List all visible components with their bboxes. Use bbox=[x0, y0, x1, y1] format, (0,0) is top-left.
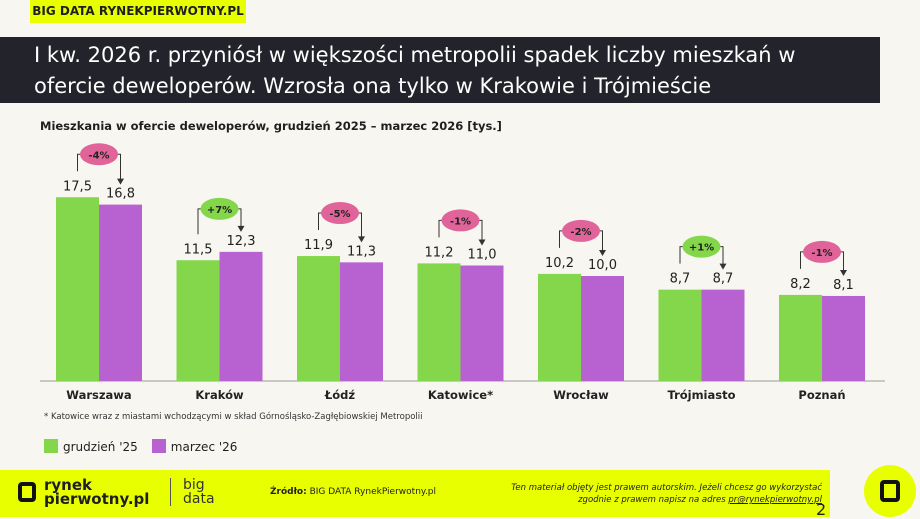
change-badge bbox=[562, 219, 600, 242]
change-badge bbox=[321, 202, 359, 225]
change-badge bbox=[80, 143, 118, 166]
value-label: 12,3 bbox=[227, 234, 256, 249]
bar-dec bbox=[176, 260, 220, 381]
bar-dec bbox=[538, 273, 581, 381]
logo-circle-icon bbox=[864, 465, 916, 517]
bar-mar bbox=[822, 295, 865, 381]
bar-mar bbox=[219, 251, 263, 381]
email-link[interactable]: pr@rynekpierwotny.pl bbox=[728, 495, 822, 505]
category-label: Katowice* bbox=[428, 388, 493, 402]
change-badge bbox=[803, 240, 841, 263]
value-label: 11,0 bbox=[468, 248, 497, 263]
change-label: +7% bbox=[207, 205, 232, 216]
title-line-2: ofercie deweloperów. Wzrosła ona tylko w… bbox=[34, 74, 712, 98]
value-label: 8,2 bbox=[790, 277, 811, 292]
category-label: Kraków bbox=[195, 388, 244, 402]
category-label: Poznań bbox=[798, 388, 845, 402]
page-number: 2 bbox=[816, 500, 827, 519]
bar-dec bbox=[297, 256, 340, 381]
legend-item-mar: marzec '26 bbox=[151, 439, 237, 454]
footer: rynek pierwotny.pl big data Źródło: BIG DA… bbox=[0, 470, 830, 517]
category-label: Trójmiasto bbox=[667, 388, 735, 402]
page-title: I kw. 2026 r. przyniósł w większości met… bbox=[0, 37, 880, 103]
value-label: 8,7 bbox=[670, 272, 691, 287]
brand-tag: BIG DATA RYNEKPIERWOTNY.PL bbox=[30, 0, 246, 23]
change-badge bbox=[200, 197, 239, 220]
change-label: -5% bbox=[329, 209, 350, 220]
arrow-down-icon bbox=[719, 263, 727, 270]
bar-mar bbox=[340, 262, 383, 381]
arrow-down-icon bbox=[840, 269, 847, 276]
bigdata-logo: big data bbox=[170, 478, 215, 506]
title-line-1: I kw. 2026 r. przyniósł w większości met… bbox=[34, 43, 796, 67]
value-label: 17,5 bbox=[63, 179, 92, 194]
bar-mar bbox=[701, 289, 745, 381]
legend-item-dec: grudzień '25 bbox=[44, 439, 138, 454]
value-label: 8,1 bbox=[833, 278, 854, 293]
category-label: Warszawa bbox=[66, 388, 131, 402]
change-label: +1% bbox=[689, 243, 714, 254]
bar-dec bbox=[658, 289, 702, 381]
value-label: 16,8 bbox=[106, 187, 135, 202]
bar-chart: 17,5 16,8 Warszawa -4% 11,5 12,3 Kraków +7% 11,9… bbox=[40, 143, 885, 402]
arrow-down-icon bbox=[117, 178, 124, 185]
bar-mar bbox=[99, 204, 142, 381]
value-label: 10,0 bbox=[588, 258, 617, 273]
source: Źródło: BIG DATA RynekPierwotny.pl bbox=[270, 487, 437, 497]
category-label: Wrocław bbox=[553, 388, 609, 402]
arrow-down-icon bbox=[599, 250, 606, 256]
value-label: 10,2 bbox=[545, 256, 574, 271]
change-badge bbox=[682, 235, 721, 258]
chart-title: Mieszkania w ofercie deweloperów, grudzi… bbox=[40, 119, 502, 133]
value-label: 8,7 bbox=[713, 272, 734, 287]
copyright-note: Ten materiał objęty jest prawem autorski… bbox=[511, 483, 822, 505]
change-label: -4% bbox=[88, 150, 109, 161]
category-label: Łódź bbox=[324, 388, 356, 402]
rynekpierwotny-logo: rynek pierwotny.pl bbox=[18, 478, 149, 507]
footnote: * Katowice wraz z miastami wchodzącymi w… bbox=[44, 412, 423, 422]
arrow-down-icon bbox=[478, 239, 486, 246]
arrow-down-icon bbox=[237, 225, 245, 232]
value-label: 11,2 bbox=[425, 245, 454, 260]
bar-mar bbox=[581, 276, 624, 381]
change-label: -1% bbox=[811, 248, 832, 259]
change-badge bbox=[441, 209, 480, 232]
bar-dec bbox=[56, 197, 99, 381]
value-label: 11,5 bbox=[184, 242, 213, 257]
bar-dec bbox=[779, 294, 822, 381]
change-label: -2% bbox=[570, 227, 591, 238]
bar-dec bbox=[417, 263, 461, 381]
arrow-down-icon bbox=[358, 236, 365, 243]
legend: grudzień '25 marzec '26 bbox=[44, 439, 237, 454]
value-label: 11,3 bbox=[347, 244, 376, 259]
value-label: 11,9 bbox=[304, 238, 333, 253]
bar-mar bbox=[460, 265, 504, 381]
change-label: -1% bbox=[450, 216, 471, 227]
